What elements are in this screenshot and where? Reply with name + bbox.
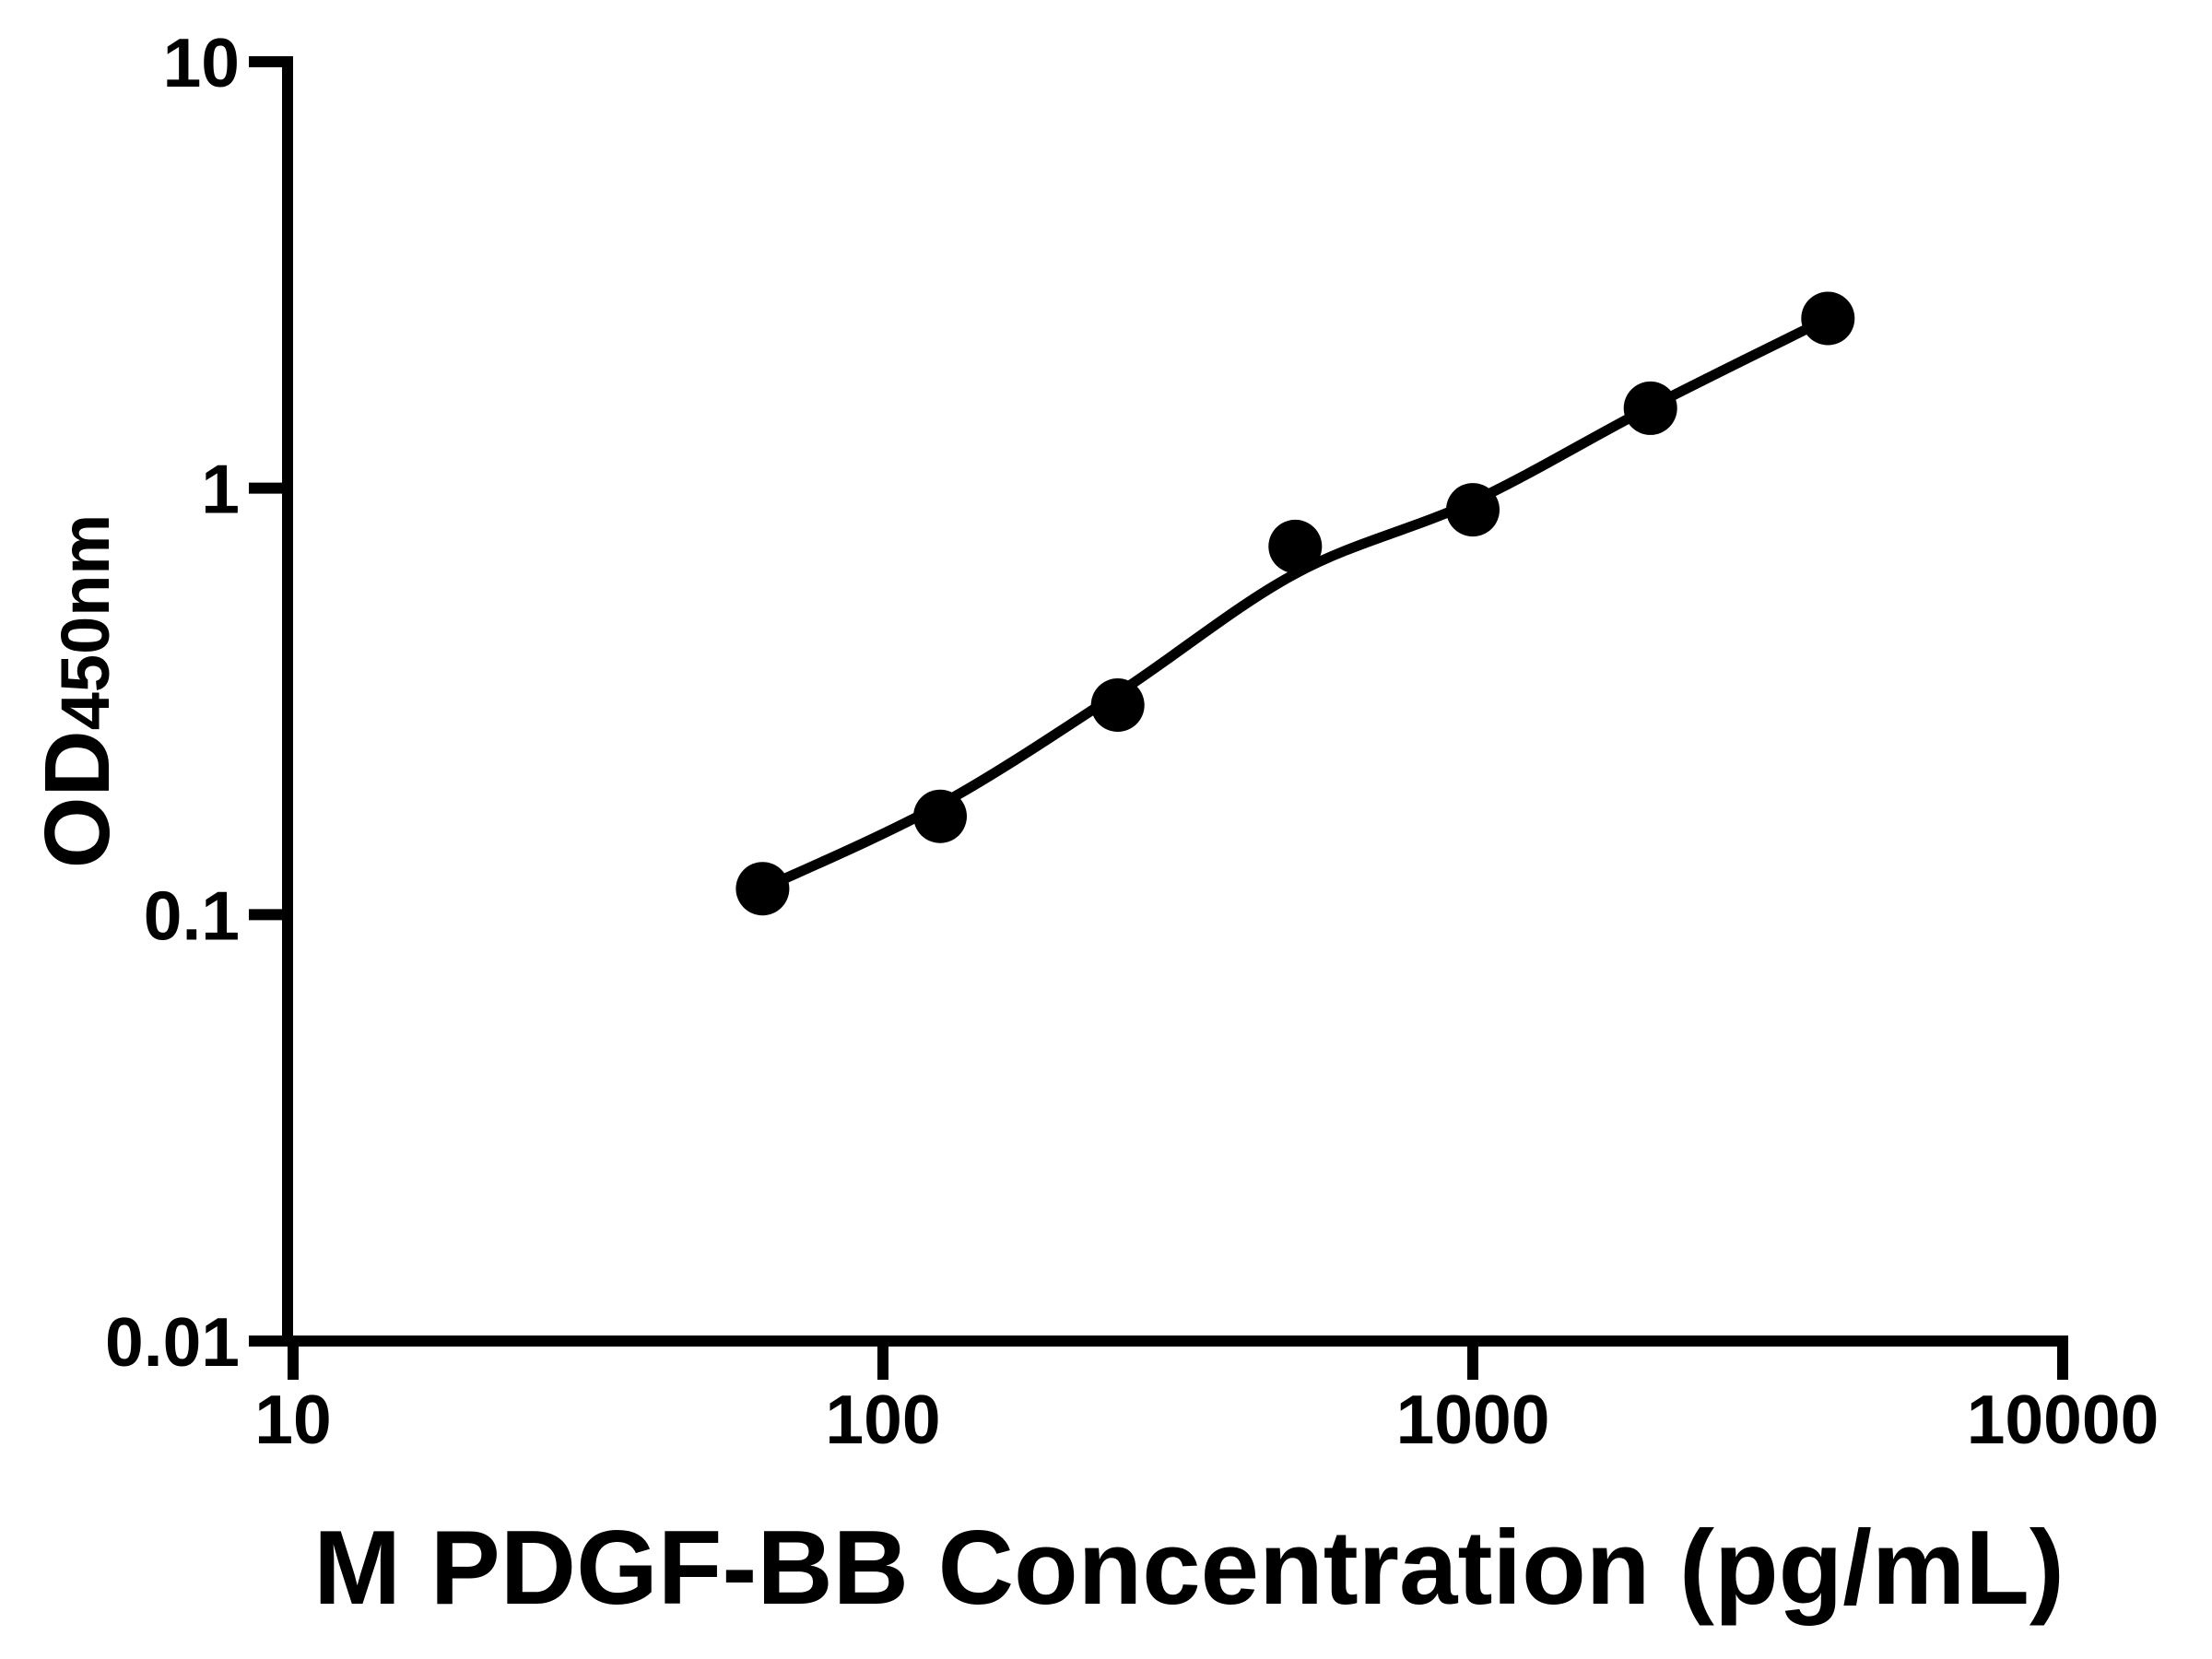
data-point xyxy=(1446,483,1500,537)
data-point xyxy=(1801,291,1855,346)
x-axis-title: M PDGF-BB Concentration (pg/mL) xyxy=(313,1510,2065,1627)
x-tick-label: 1000 xyxy=(1396,1381,1550,1458)
data-point xyxy=(913,789,967,843)
y-tick-label: 0.1 xyxy=(144,877,240,954)
y-axis-title-sub: 450nm xyxy=(47,514,124,730)
y-tick-label: 10 xyxy=(163,24,240,101)
axes xyxy=(282,56,2068,1347)
x-tick-label: 10000 xyxy=(1967,1381,2159,1458)
y-axis-title: OD450nm xyxy=(26,514,129,868)
y-tick-label: 1 xyxy=(201,451,240,528)
y-axis-title-main: OD xyxy=(26,730,129,868)
data-point xyxy=(1090,678,1145,732)
data-point xyxy=(1268,519,1323,573)
axis-ticks xyxy=(249,55,2068,1380)
data-point xyxy=(1623,381,1677,435)
x-tick-label: 10 xyxy=(254,1381,331,1458)
data-point xyxy=(735,862,790,916)
y-tick-label: 0.01 xyxy=(105,1303,240,1381)
x-tick-label: 100 xyxy=(825,1381,940,1458)
data-points xyxy=(735,291,1855,916)
